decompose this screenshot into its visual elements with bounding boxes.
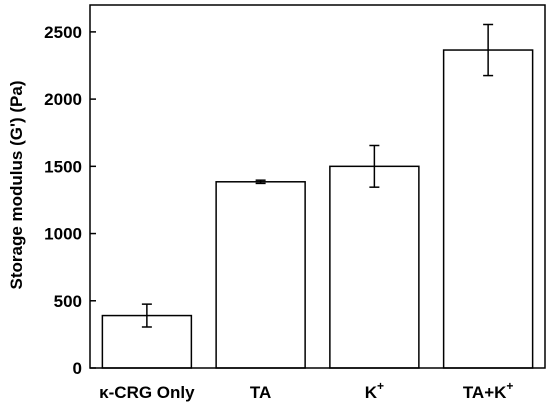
y-axis-title: Storage modulus (G') (Pa) xyxy=(7,81,26,290)
error-bar-0 xyxy=(141,303,152,328)
y-axis-ticks: 0 500 1000 1500 2000 2500 xyxy=(44,23,96,378)
bars-group xyxy=(101,49,534,369)
y-tick-label-0: 0 xyxy=(73,359,82,378)
x-tick-label-3: TA+K+ xyxy=(463,379,514,402)
bar-1 xyxy=(215,181,306,369)
y-tick-label-3: 1500 xyxy=(44,157,82,176)
y-tick-label-1: 500 xyxy=(54,292,82,311)
y-tick-label-4: 2000 xyxy=(44,90,82,109)
x-tick-label-1: TA xyxy=(250,383,271,402)
x-axis-labels: κ-CRG Only TA K+ TA+K+ xyxy=(99,379,513,402)
plot-frame xyxy=(89,4,546,369)
x-tick-label-2: K+ xyxy=(365,379,384,402)
error-bar-1 xyxy=(255,179,266,185)
bar-2 xyxy=(329,165,420,369)
y-tick-label-2: 1000 xyxy=(44,225,82,244)
error-bar-3 xyxy=(483,23,494,77)
error-bar-2 xyxy=(369,144,380,188)
bar-3 xyxy=(442,49,534,369)
y-tick-label-5: 2500 xyxy=(44,23,82,42)
x-tick-label-0: κ-CRG Only xyxy=(99,383,195,402)
error-bars-group xyxy=(141,23,494,328)
